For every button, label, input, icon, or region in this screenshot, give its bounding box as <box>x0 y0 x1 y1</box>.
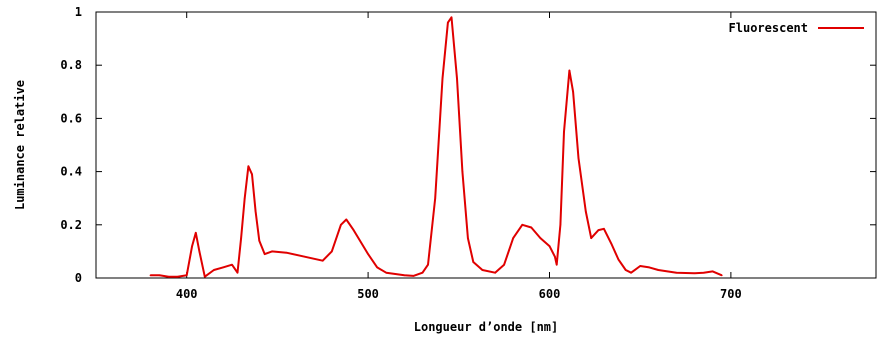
x-tick-label: 700 <box>720 287 742 301</box>
x-tick-label: 500 <box>357 287 379 301</box>
data-point <box>176 275 179 278</box>
data-point <box>472 261 475 263</box>
x-axis: 400 500 600 700 <box>176 12 742 301</box>
data-point <box>603 227 605 230</box>
data-point <box>427 263 429 266</box>
x-tick-label: 600 <box>539 287 561 301</box>
data-point <box>554 255 556 258</box>
data-point <box>648 266 651 269</box>
data-point <box>584 210 587 213</box>
data-point <box>572 91 574 93</box>
data-point <box>222 266 224 269</box>
data-point <box>467 237 469 239</box>
data-point <box>403 274 406 277</box>
data-point <box>213 269 215 271</box>
data-point <box>521 224 524 226</box>
data-point <box>441 77 444 80</box>
data-point <box>461 170 464 173</box>
data-point <box>563 130 565 133</box>
data-point <box>251 173 253 176</box>
data-point <box>231 263 233 266</box>
data-point <box>559 224 562 226</box>
data-point <box>456 77 458 80</box>
data-point <box>303 255 306 258</box>
series-line-fluorescent <box>150 16 723 278</box>
data-point <box>198 250 201 253</box>
y-tick-label: 0.6 <box>60 111 82 125</box>
data-point <box>577 157 580 160</box>
y-tick-label: 1 <box>75 5 82 19</box>
data-point <box>597 229 600 231</box>
y-tick-label: 0 <box>75 271 82 285</box>
data-point <box>191 245 193 247</box>
y-tick-label: 0.8 <box>60 58 82 72</box>
y-tick-label: 0.2 <box>60 218 82 232</box>
data-point <box>321 259 324 262</box>
data-point <box>693 272 696 275</box>
data-point <box>243 197 246 199</box>
y-tick-label: 0.4 <box>60 165 82 179</box>
data-point <box>721 274 723 277</box>
data-point <box>367 253 369 255</box>
data-point <box>494 271 496 274</box>
data-point <box>539 237 542 239</box>
data-point <box>421 271 424 274</box>
legend-label: Fluorescent <box>729 21 808 35</box>
y-axis: 0 0.2 0.4 0.6 0.8 1 <box>60 5 876 285</box>
data-point <box>352 229 355 231</box>
y-axis-title: Luminance relative <box>13 80 27 210</box>
data-point <box>568 69 571 72</box>
data-point <box>412 275 415 277</box>
data-point <box>512 237 515 239</box>
data-point <box>236 271 239 274</box>
data-point <box>548 245 551 247</box>
data-point <box>639 265 641 267</box>
data-point <box>590 237 593 239</box>
data-point <box>481 269 484 271</box>
data-point <box>331 250 333 253</box>
data-point <box>194 231 197 234</box>
x-tick-label: 400 <box>176 287 198 301</box>
x-axis-title: Longueur d’onde [nm] <box>414 320 559 334</box>
data-points <box>149 16 723 278</box>
data-point <box>247 165 250 168</box>
data-point <box>630 271 632 274</box>
data-point <box>185 274 188 277</box>
data-point <box>167 275 170 278</box>
data-point <box>376 266 378 269</box>
legend: Fluorescent <box>729 21 864 35</box>
data-point <box>702 271 705 274</box>
data-point <box>503 263 505 266</box>
data-point <box>624 269 627 271</box>
data-point <box>657 269 660 271</box>
plot-frame <box>95 11 877 279</box>
data-point <box>340 224 342 226</box>
data-point <box>285 251 288 254</box>
data-point <box>158 274 161 277</box>
data-point <box>555 263 558 266</box>
data-point <box>434 197 437 199</box>
data-point <box>447 21 449 24</box>
data-point <box>385 271 388 274</box>
data-point <box>240 237 242 239</box>
data-point <box>258 239 261 242</box>
data-point <box>204 275 206 278</box>
data-point <box>711 270 714 273</box>
data-point <box>254 210 257 213</box>
data-point <box>149 274 152 277</box>
data-point <box>675 271 678 274</box>
data-point <box>617 258 620 261</box>
data-point <box>263 253 266 255</box>
data-point <box>610 242 612 245</box>
data-point <box>450 16 453 19</box>
data-point <box>345 218 348 221</box>
data-point <box>271 250 273 253</box>
data-point <box>530 226 533 229</box>
